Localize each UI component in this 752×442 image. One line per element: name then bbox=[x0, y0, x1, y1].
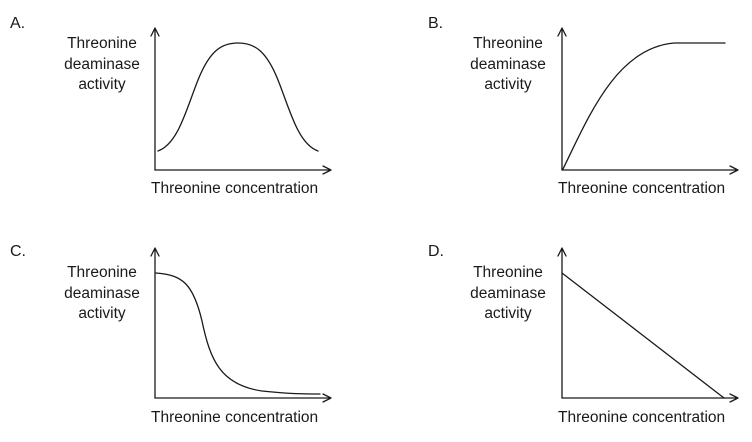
y-axis-label-line: activity bbox=[484, 76, 532, 93]
x-axis-label: Threonine concentration bbox=[558, 409, 726, 426]
y-axis-label-line: deaminase bbox=[470, 284, 546, 302]
option-letter: A. bbox=[10, 15, 26, 32]
x-axis-arrow bbox=[561, 165, 739, 175]
option-letter: C. bbox=[10, 243, 26, 260]
graph-option-c: C. Threonine deaminase activity Threonin… bbox=[0, 221, 376, 442]
y-axis-label: Threonine deaminase activity bbox=[458, 263, 558, 325]
y-axis-label-line: deaminase bbox=[64, 55, 140, 73]
saturation-curve bbox=[562, 42, 726, 170]
y-axis-label-line: activity bbox=[484, 305, 532, 322]
x-axis-arrow bbox=[154, 165, 332, 175]
graph-plot bbox=[150, 247, 332, 403]
y-axis-label-line: deaminase bbox=[64, 284, 140, 302]
y-axis-label-line: Threonine bbox=[473, 35, 543, 52]
y-axis-label: Threonine deaminase activity bbox=[52, 263, 152, 325]
y-axis-label-line: activity bbox=[78, 76, 126, 93]
y-axis-arrow bbox=[557, 27, 567, 171]
option-letter: D. bbox=[428, 243, 444, 260]
x-axis-arrow bbox=[561, 393, 739, 403]
y-axis-label-line: Threonine bbox=[473, 264, 543, 281]
x-axis-label: Threonine concentration bbox=[558, 180, 726, 197]
y-axis-arrow bbox=[150, 247, 160, 399]
y-axis-label-line: activity bbox=[78, 305, 126, 322]
linear-decrease-line bbox=[561, 272, 725, 399]
y-axis-label: Threonine deaminase activity bbox=[52, 34, 152, 96]
y-axis-label: Threonine deaminase activity bbox=[458, 34, 558, 96]
x-axis-label: Threonine concentration bbox=[151, 409, 319, 426]
y-axis-label-line: Threonine bbox=[67, 264, 137, 281]
graph-plot bbox=[150, 27, 332, 175]
y-axis-label-line: deaminase bbox=[470, 55, 546, 73]
graph-option-d: D. Threonine deaminase activity Threonin… bbox=[376, 221, 752, 442]
graph-option-b: B. Threonine deaminase activity Threonin… bbox=[376, 0, 752, 221]
y-axis-arrow bbox=[150, 27, 160, 171]
y-axis-arrow bbox=[557, 247, 567, 399]
x-axis-arrow bbox=[154, 393, 332, 403]
option-letter: B. bbox=[428, 15, 444, 32]
graph-option-a: A. Threonine deaminase activity Threonin… bbox=[0, 0, 376, 221]
x-axis-label: Threonine concentration bbox=[151, 180, 319, 197]
bell-curve bbox=[157, 42, 319, 152]
y-axis-label-line: Threonine bbox=[67, 35, 137, 52]
graph-plot bbox=[557, 247, 739, 403]
graph-plot bbox=[557, 27, 739, 175]
sigmoid-decrease-curve bbox=[155, 272, 321, 395]
